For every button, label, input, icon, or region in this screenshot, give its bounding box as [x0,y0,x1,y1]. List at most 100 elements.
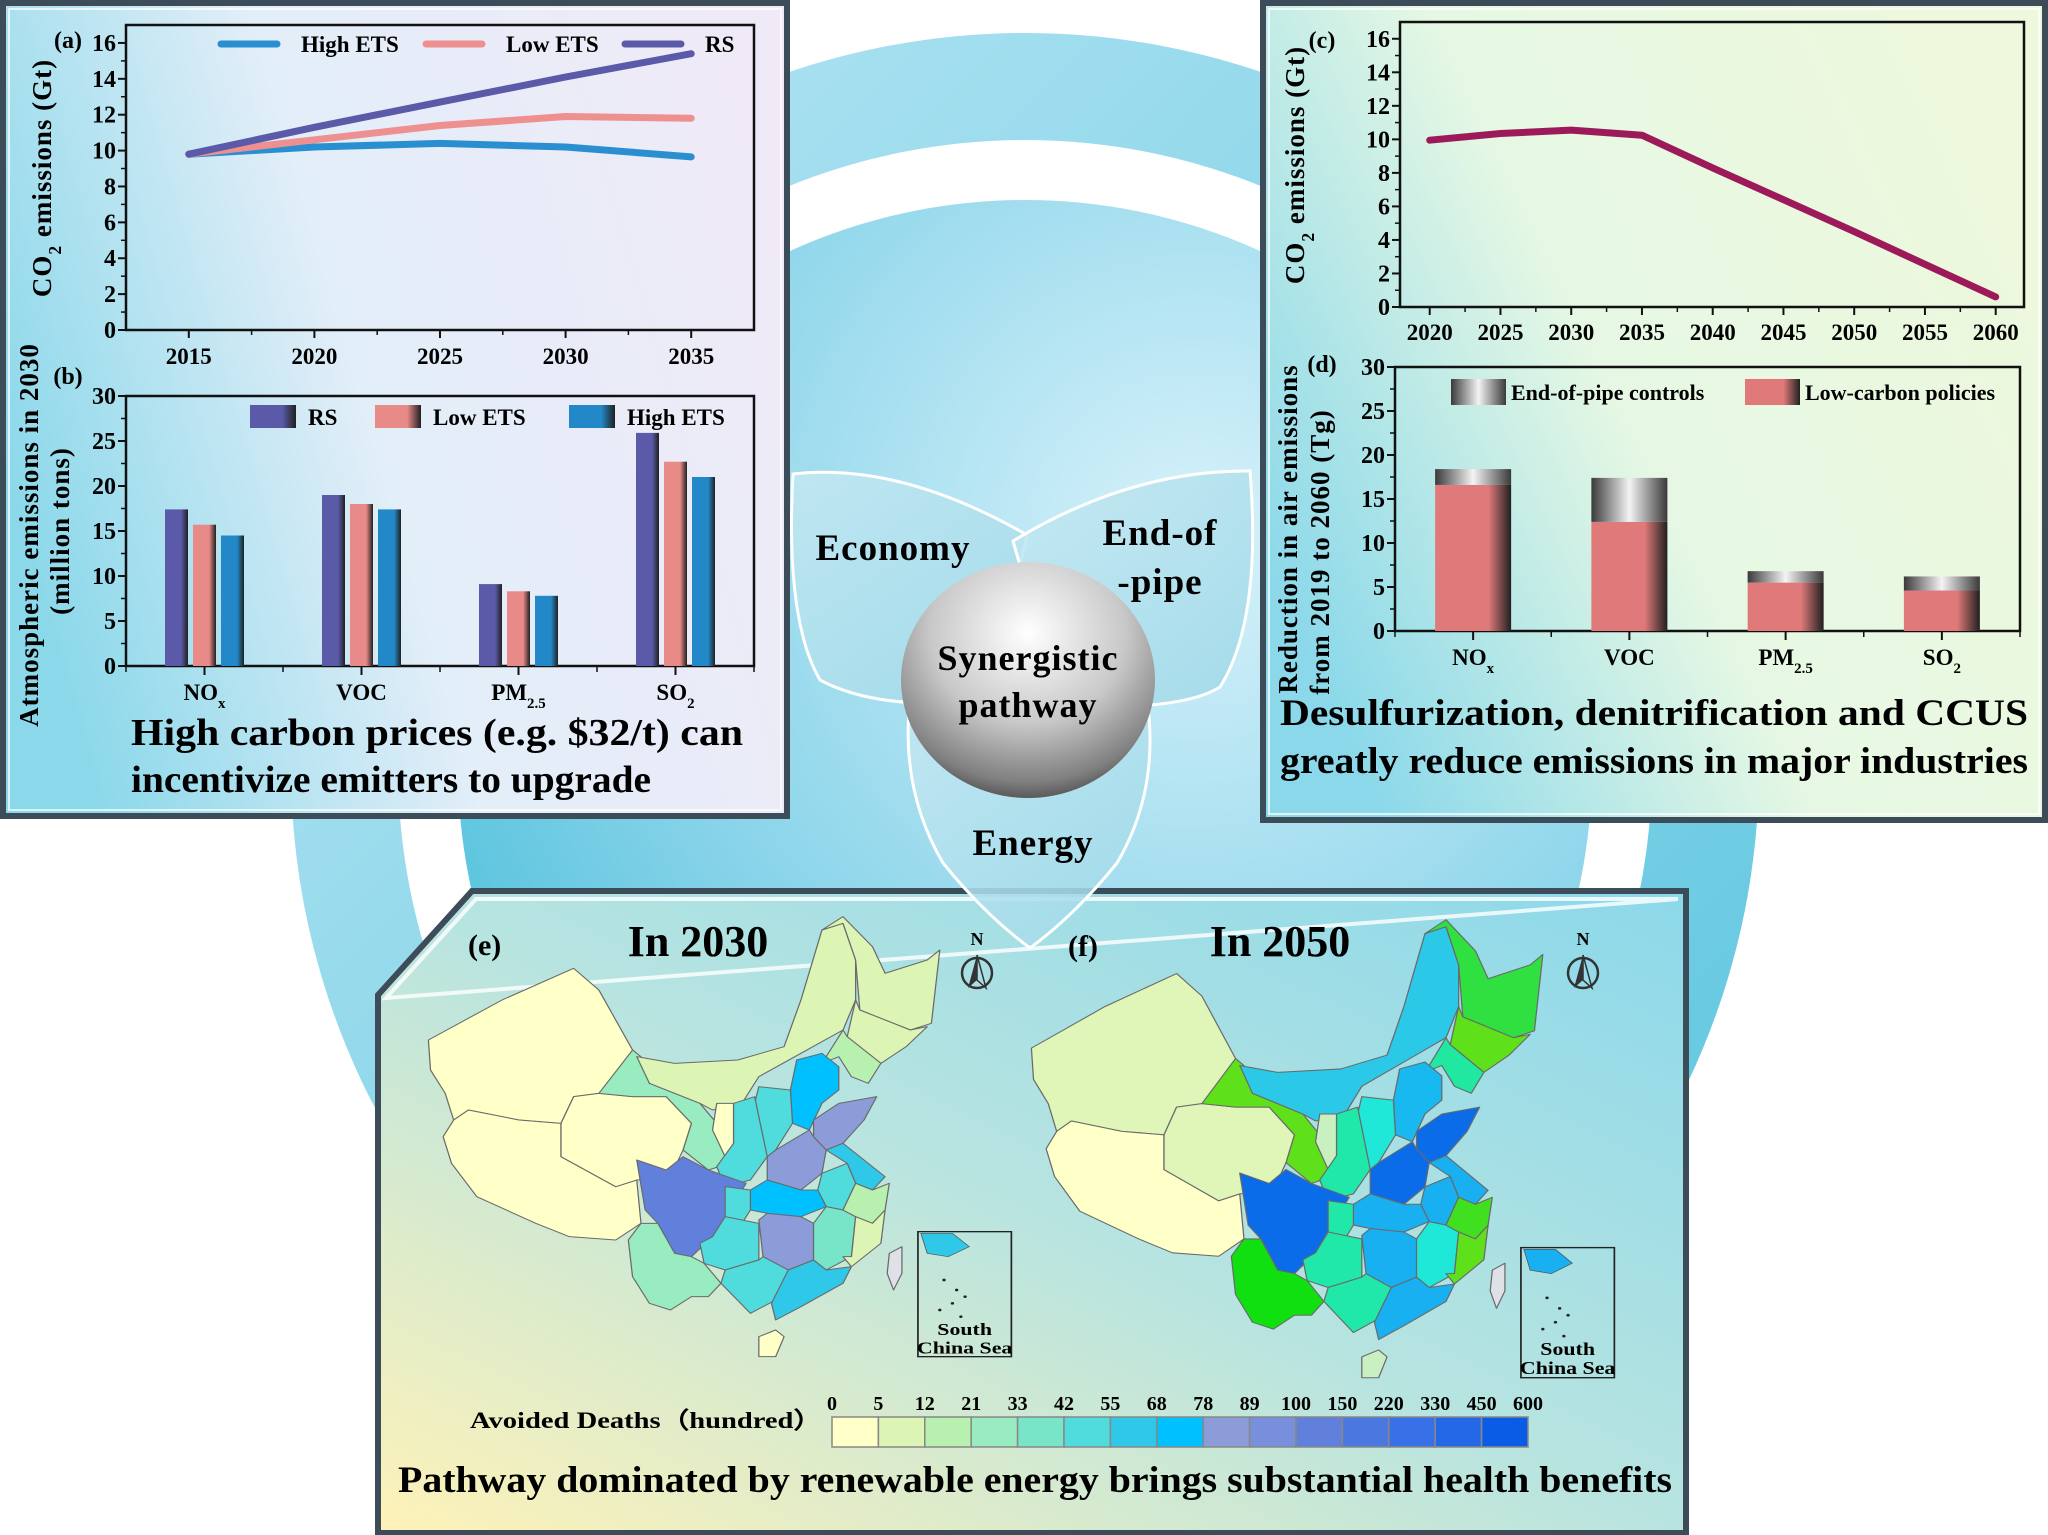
y-tick-label: 4 [104,246,116,272]
panel-label: (b) [53,364,82,390]
bar-low-ets [193,524,216,666]
bar-low-carbon-policies [1435,484,1512,631]
legend-label: High ETS [627,405,725,430]
y-tick-label: 6 [1378,194,1390,220]
text-part: from 2019 to 2060 (Tg) [1305,409,1335,694]
map-e-panel-label: (e) [468,929,501,962]
bar-high-ets [221,535,244,666]
x-tick-label: VOC [1604,645,1655,670]
label-end-of-pipe-line1: End-of [1103,513,1218,554]
x-tick-label: 2035 [1619,320,1665,345]
bar-end-of-pipe-controls [1435,469,1512,485]
province-taiwan [886,1246,903,1291]
text-part: CO [1280,242,1310,285]
inset-label: South [937,1320,992,1339]
x-tick-label: 2025 [417,344,463,369]
panel-label: (c) [1309,28,1336,54]
text-part: PM [491,680,527,705]
bar-rs [479,584,502,666]
y-tick-label: 30 [92,384,116,410]
colorbar-cell [1109,1416,1158,1448]
y-axis-title: CO2 emissions (Gt) [27,59,65,297]
colorbar-cell [1480,1416,1529,1448]
text-part: (million tons) [45,447,75,615]
inset-label: China Sea [1520,1359,1615,1379]
y-tick-label: 4 [1378,228,1390,254]
colorbar-tick-label: 42 [1054,1393,1074,1415]
north-arrow-e: N [960,929,994,991]
map-f-title: In 2050 [1210,917,1351,966]
colorbar-cell [1202,1416,1251,1448]
island-dot [1566,1313,1570,1317]
panel-label: (a) [54,28,82,54]
province-hainan [1361,1349,1388,1379]
series-line-high-ets [185,139,695,161]
legend-swatch [1745,379,1800,405]
y-tick-label: 10 [1361,531,1385,557]
text-part: VOC [336,680,387,705]
x-tick-label: 2055 [1902,320,1948,345]
text-part: VOC [1604,645,1655,670]
x-tick-label: 2030 [543,344,589,369]
province-yunnan [627,1222,722,1311]
y-tick-label: 8 [1378,161,1390,187]
province-heilongjiang [821,916,941,1031]
province-shaanxi [716,1096,768,1188]
legend-label: Low ETS [433,405,526,430]
y-tick-label: 10 [92,564,116,590]
y-axis-title: Reduction in air emissions [1273,364,1303,693]
bar-end-of-pipe-controls [1591,477,1668,522]
subscript: 2 [1298,232,1318,242]
colorbar-tick-label: 33 [1008,1393,1028,1415]
inset-coast [1523,1249,1573,1274]
y-tick-label: 2 [1378,261,1390,287]
y-axis-title: from 2019 to 2060 (Tg) [1305,409,1335,694]
subscript: 2 [687,696,694,712]
legend-label: Low-carbon policies [1805,380,1995,405]
panel-right-inner-border [1268,8,2040,815]
colorbar-cell [924,1416,972,1448]
y-tick-label: 0 [1373,619,1385,645]
province-guangdong [1373,1276,1456,1341]
panel-left-inner-border [8,8,782,811]
y-tick-label: 5 [104,609,116,635]
x-tick-label: SO2 [1923,645,1961,677]
province-yunnan [1230,1238,1325,1330]
y-tick-label: 2 [104,282,116,308]
text-part: emissions (Gt) [1280,46,1310,232]
province-guizhou [699,1216,760,1271]
x-tick-label: PM2.5 [1758,645,1812,677]
legend-label: RS [308,405,337,430]
x-tick-label: 2020 [291,344,337,369]
series-line-emissions [1426,126,2000,301]
bar-high-ets [378,509,401,666]
island-dot [950,1302,955,1305]
island-dot [1557,1306,1562,1310]
label-end-of-pipe-line2: -pipe [1117,562,1202,603]
text-part: NO [184,680,219,705]
left-caption-line2: incentivize emitters to upgrade [131,759,651,801]
y-tick-label: 20 [92,474,116,500]
y-tick-label: 0 [104,318,116,344]
colorbar-cell [1388,1416,1436,1448]
panel-label: (d) [1307,352,1336,378]
avoided-deaths-colorbar: 0 5 12 21 33 42 55 68 78 89 100 150 220 330 450 600 [827,1393,1543,1448]
x-tick-label: VOC [336,680,387,705]
y-axis-title: Atmospheric emissions in 2030 [14,343,44,727]
x-tick-label: NOx [184,680,227,712]
y-tick-label: 0 [104,654,116,680]
colorbar-tick-label: 68 [1147,1393,1167,1415]
province-fujian [1445,1224,1489,1285]
bar-rs [322,495,345,666]
bottom-caption: Pathway dominated by renewable energy br… [398,1460,1672,1501]
left-caption-line1: High carbon prices (e.g. $32/t) can [131,712,743,754]
x-tick-label: 2030 [1548,320,1594,345]
y-tick-label: 15 [1361,487,1385,513]
text-part: NO [1452,645,1487,670]
y-tick-label: 16 [92,31,116,57]
x-tick-label: 2045 [1760,320,1806,345]
island-dot [938,1308,942,1312]
